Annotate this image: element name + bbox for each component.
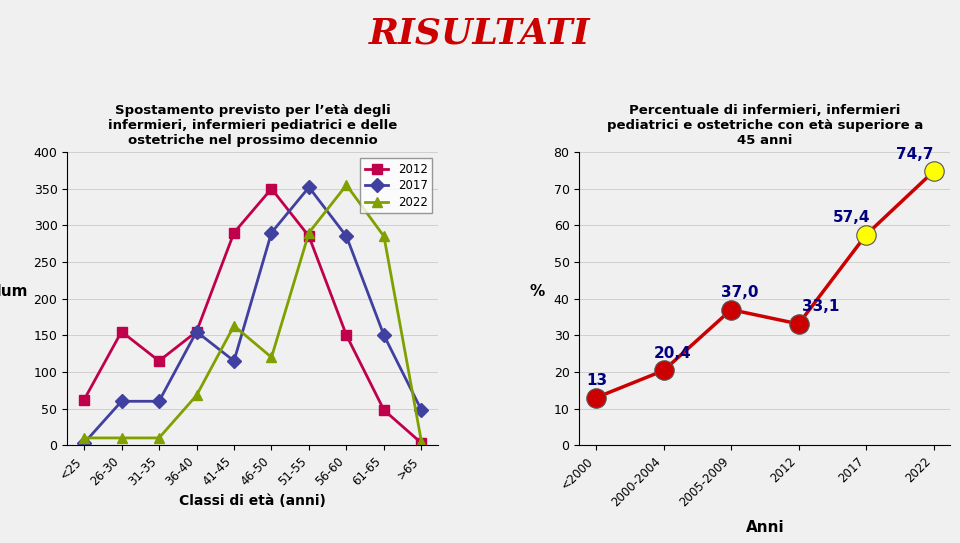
2012 [154,358,165,364]
Text: 57,4: 57,4 [832,210,870,225]
X-axis label: Classi di età (anni): Classi di età (anni) [180,494,326,508]
2022 [341,182,352,188]
Text: Percentuale di infermieri, infermieri
pediatrici e ostetriche con età superiore : Percentuale di infermieri, infermieri pe… [607,104,923,147]
2012 [303,233,315,239]
2012 [79,396,90,403]
2017 [154,398,165,405]
2022 [266,354,277,361]
2017 [228,358,240,364]
2022 [378,233,390,239]
2022 [416,438,427,445]
Text: 20,4: 20,4 [654,346,691,361]
Text: 74,7: 74,7 [897,147,934,162]
2017 [341,233,352,239]
Text: RISULTATI: RISULTATI [370,16,590,50]
Line: 2017: 2017 [80,182,426,448]
2022 [228,323,240,329]
2012 [191,329,203,335]
2017 [303,184,315,191]
2022 [79,434,90,441]
Text: 37,0: 37,0 [721,285,758,300]
X-axis label: Anni: Anni [746,520,784,535]
Line: 2012: 2012 [80,184,426,448]
2017 [191,329,203,335]
Y-axis label: %: % [529,283,544,299]
2017 [266,229,277,236]
Text: Spostamento previsto per l’età degli
infermieri, infermieri pediatrici e delle
o: Spostamento previsto per l’età degli inf… [108,104,397,147]
2012 [266,185,277,192]
2022 [154,434,165,441]
2017 [79,440,90,446]
2017 [416,407,427,413]
2022 [116,434,128,441]
2017 [116,398,128,405]
2012 [416,440,427,446]
2017 [378,332,390,339]
Text: 13: 13 [586,373,607,388]
2012 [228,229,240,236]
Y-axis label: Num: Num [0,283,29,299]
Line: 2022: 2022 [80,180,426,446]
Text: 33,1: 33,1 [802,299,839,314]
2012 [116,329,128,335]
2022 [303,229,315,236]
2012 [341,332,352,339]
2012 [378,407,390,413]
Legend: 2012, 2017, 2022: 2012, 2017, 2022 [360,158,432,213]
2022 [191,392,203,399]
